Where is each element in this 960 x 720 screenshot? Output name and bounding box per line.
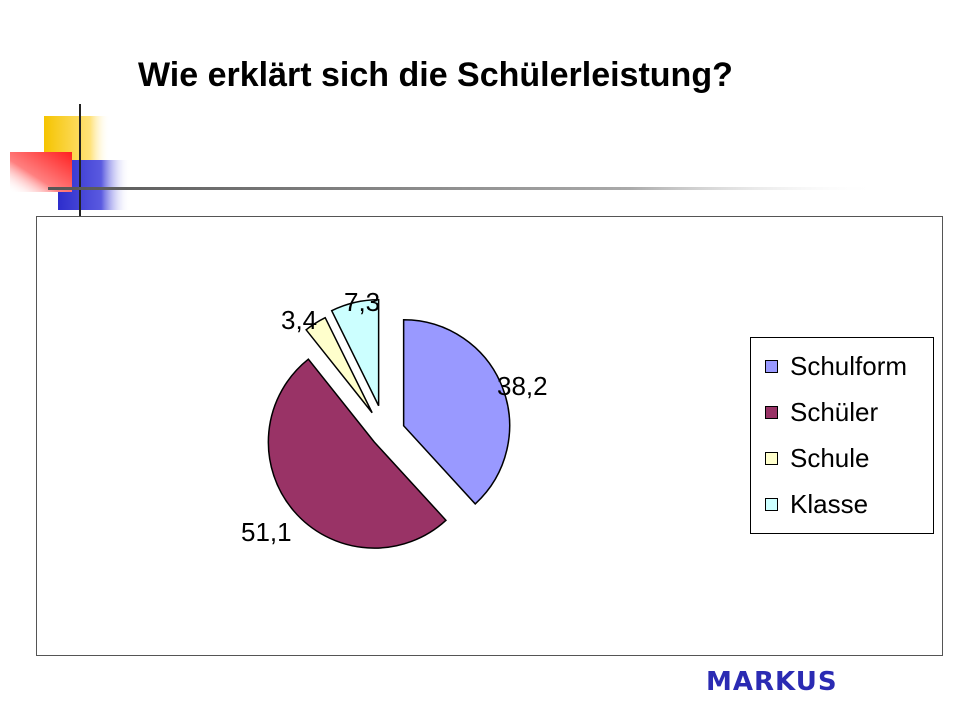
legend-label: Schule xyxy=(790,442,870,473)
legend-label: Schüler xyxy=(790,396,879,427)
pie-slice-klasse xyxy=(330,298,380,407)
legend-item-schüler: Schüler xyxy=(765,397,878,427)
data-label-klasse: 7,3 xyxy=(344,287,380,317)
pie-slice-schule xyxy=(305,316,373,414)
legend-swatch xyxy=(765,405,778,419)
pie-slice-schulform xyxy=(402,319,511,505)
data-label-schule: 3,4 xyxy=(281,305,317,335)
footer-label: MARKUS xyxy=(706,667,838,697)
legend-swatch xyxy=(765,451,778,465)
deco-horizontal-line xyxy=(48,187,880,190)
legend-item-schule: Schule xyxy=(765,443,870,473)
pie-slice-schüler xyxy=(267,358,448,549)
legend-item-schulform: Schulform xyxy=(765,351,907,381)
slide-title: Wie erklärt sich die Schülerleistung? xyxy=(138,56,733,94)
legend-swatch xyxy=(765,359,778,373)
legend-swatch xyxy=(765,497,778,511)
legend-label: Schulform xyxy=(790,350,908,381)
data-label-schüler: 51,1 xyxy=(241,517,292,547)
deco-red-square xyxy=(10,152,72,192)
data-label-schulform: 38,2 xyxy=(497,371,548,401)
pie-chart: 38,2 51,1 3,4 7,3 xyxy=(241,287,548,549)
legend-label: Klasse xyxy=(790,488,869,519)
chart-area: 38,2 51,1 3,4 7,3 Schulform Schüler Schule Kla… xyxy=(36,216,943,656)
decorative-squares xyxy=(10,104,880,216)
legend-item-klasse: Klasse xyxy=(765,489,868,519)
chart-legend: Schulform Schüler Schule Klasse xyxy=(750,337,934,534)
